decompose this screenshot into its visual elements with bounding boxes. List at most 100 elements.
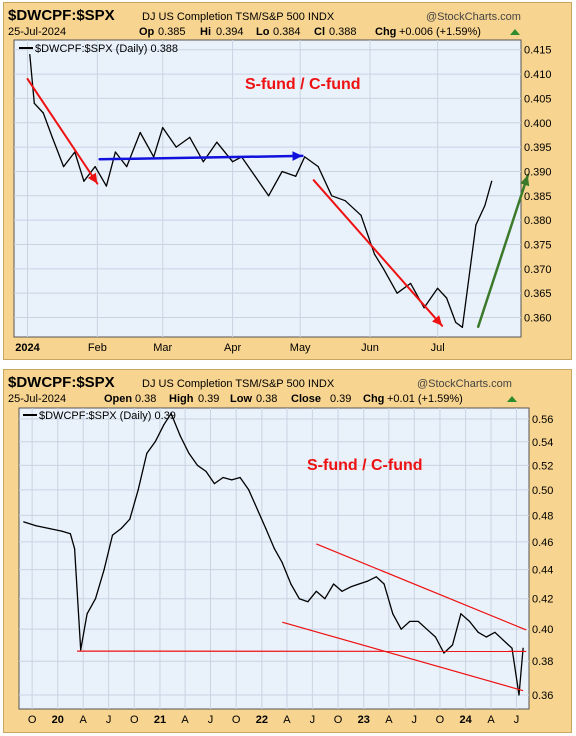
price-point: [179, 435, 181, 437]
price-point: [114, 151, 116, 153]
red-arrow-head: [87, 172, 98, 184]
x-tick-label: J: [208, 714, 214, 726]
price-point: [175, 146, 177, 148]
price-point: [86, 613, 88, 615]
x-tick-label: J: [412, 714, 418, 726]
price-point: [502, 639, 504, 641]
price-point: [400, 628, 402, 630]
chart-top-svg: $DWCPF:$SPX DJ US Completion TSM/S&P 500…: [8, 7, 552, 354]
x-tick-label: O: [436, 714, 445, 726]
y-tick-label: 0.36: [532, 690, 553, 702]
price-point: [188, 452, 190, 455]
price-point: [468, 620, 471, 623]
y-tick-label: 0.360: [524, 313, 552, 325]
price-point: [434, 636, 437, 638]
x-tick-label: O: [334, 714, 343, 726]
price-point: [383, 583, 385, 585]
stat-value: 0.384: [273, 26, 301, 38]
y-tick-label: 0.405: [524, 93, 552, 105]
price-point: [111, 534, 114, 536]
x-tick-label: O: [232, 714, 241, 726]
price-point: [256, 508, 258, 510]
price-point: [290, 583, 292, 585]
price-point: [48, 527, 50, 530]
stat-value: 0.39: [330, 393, 351, 405]
price-point: [126, 165, 128, 168]
y-tick-label: 0.380: [524, 215, 552, 227]
price-point: [451, 644, 454, 646]
price-point: [298, 598, 300, 600]
x-tick-label: O: [28, 714, 37, 726]
y-axis-labels: 0.36 0.38 0.40 0.42 0.44 0.46 0.48 0.50 0.52 0.54…: [532, 414, 553, 702]
chart-brand: @StockCharts.com: [417, 378, 512, 390]
red-arrow: [26, 77, 99, 185]
x-tick-label: Feb: [88, 342, 107, 354]
price-point: [129, 518, 131, 520]
stat-value: 0.394: [216, 26, 244, 38]
stat-label: Lo: [256, 26, 270, 38]
price-point: [23, 521, 25, 523]
grid-lines: [19, 408, 529, 709]
price-point: [382, 268, 385, 270]
overlay-group: [26, 77, 530, 329]
price-line: [29, 54, 493, 328]
y-tick-label: 0.54: [532, 437, 553, 449]
green-arrow: [476, 174, 530, 329]
up-triangle-icon: [510, 29, 520, 35]
price-point: [396, 292, 398, 294]
price-point: [94, 598, 97, 600]
chart-date: 25-Jul-2024: [8, 26, 66, 38]
price-point: [213, 483, 216, 485]
y-tick-label: 0.56: [532, 414, 553, 426]
y-tick-label: 0.50: [532, 485, 553, 497]
price-point: [446, 297, 448, 299]
price-point: [137, 489, 139, 491]
x-tick-label: A: [385, 714, 393, 726]
stat-value: 0.38: [135, 393, 156, 405]
y-tick-label: 0.400: [524, 118, 552, 130]
price-point: [248, 489, 250, 491]
price-point: [239, 476, 241, 479]
x-tick-label: A: [80, 714, 88, 726]
stat-label: Low: [230, 393, 252, 405]
price-point: [455, 321, 457, 323]
price-point: [409, 282, 412, 285]
price-point: [477, 631, 479, 633]
chart-bottom-svg: $DWCPF:$SPX DJ US Completion TSM/S&P 500…: [8, 374, 553, 726]
price-point: [360, 214, 362, 216]
stat-label: Op: [139, 26, 155, 38]
price-point: [417, 620, 419, 623]
red-arrow-head: [431, 315, 443, 326]
x-tick-label: A: [487, 714, 495, 726]
price-point: [33, 102, 35, 104]
x-axis-labels: O 20 A J O 21 A J O 22 A J O 23 A J O 24 A J: [28, 714, 519, 726]
y-tick-label: 0.370: [524, 264, 552, 276]
green-arrow-head: [520, 175, 530, 187]
x-axis-labels: 2024 Feb Mar Apr May Jun Jul: [15, 342, 444, 354]
x-tick-label: Apr: [224, 342, 241, 354]
x-tick-label: 22: [256, 714, 268, 726]
price-point: [268, 195, 270, 197]
price-point: [163, 424, 165, 426]
y-tick-label: 0.44: [532, 565, 553, 577]
stat-value: 0.38: [256, 393, 277, 405]
price-point: [485, 636, 487, 638]
price-point: [51, 136, 53, 138]
stat-label: Chg: [363, 393, 384, 405]
ohlc-stats: Op 0.385 Hi 0.394 Lo 0.384 Cl 0.388 Chg …: [139, 26, 520, 38]
price-point: [281, 170, 283, 173]
legend-label: $DWCPF:$SPX (Daily) 0.39: [39, 410, 176, 422]
chart-name: DJ US Completion TSM/S&P 500 INDX: [142, 378, 335, 390]
price-point: [83, 180, 85, 182]
y-tick-label: 0.385: [524, 191, 552, 203]
price-point: [358, 583, 360, 585]
x-tick-label: 23: [358, 714, 370, 726]
stat-label: Cl: [314, 26, 325, 38]
price-point: [196, 464, 198, 466]
price-point: [61, 530, 63, 532]
grid-lines: [14, 40, 521, 337]
price-point: [94, 165, 96, 168]
plot-area: [13, 39, 522, 338]
price-point: [105, 185, 107, 187]
price-point: [494, 631, 496, 633]
